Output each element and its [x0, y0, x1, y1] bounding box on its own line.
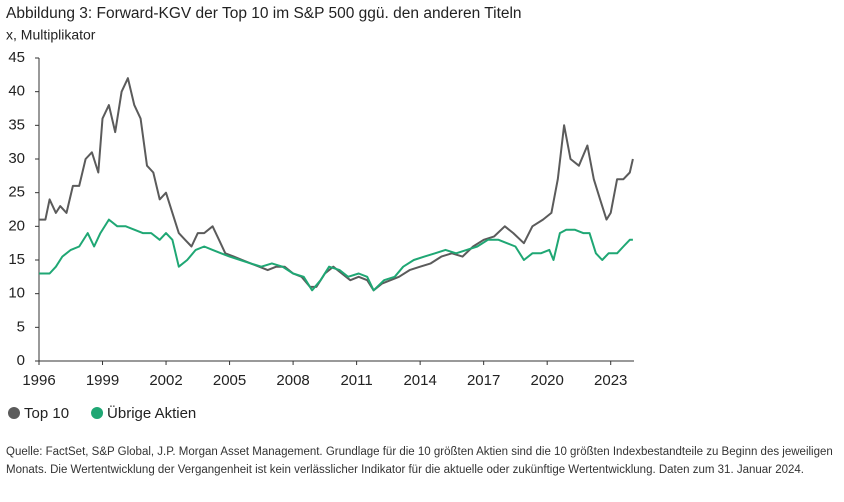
x-tick-label: 2020	[530, 372, 563, 389]
chart: Abbildung 3: Forward-KGV der Top 10 im S…	[6, 5, 634, 422]
source-note: Quelle: FactSet, S&P Global, J.P. Morgan…	[6, 446, 833, 476]
x-tick-label: 2005	[213, 372, 246, 389]
y-tick-label: 15	[8, 251, 25, 268]
y-tick-label: 20	[8, 217, 25, 234]
series-line	[39, 218, 633, 292]
x-tick-label: 2014	[403, 372, 436, 389]
legend-marker	[91, 407, 104, 419]
y-tick-label: 30	[8, 150, 25, 167]
series-line	[39, 77, 634, 292]
x-tick-label: 2011	[340, 372, 372, 389]
y-tick-label: 0	[17, 352, 25, 369]
chart-title: Abbildung 3: Forward-KGV der Top 10 im S…	[6, 5, 522, 22]
legend-marker	[8, 407, 20, 419]
x-tick-label: 2002	[149, 372, 182, 389]
y-tick-label: 25	[8, 184, 25, 201]
y-tick-label: 35	[8, 116, 25, 133]
y-tick-label: 10	[8, 285, 25, 302]
x-tick-label: 2017	[467, 372, 500, 389]
legend-label: Top 10	[24, 405, 69, 422]
x-tick-label: 2008	[276, 372, 309, 389]
y-tick-label: 45	[8, 49, 25, 66]
legend-label: Übrige Aktien	[107, 404, 196, 422]
chart-subtitle: x, Multiplikator	[6, 27, 96, 43]
y-tick-label: 5	[17, 318, 25, 335]
x-tick-label: 2023	[594, 372, 627, 389]
x-tick-label: 1996	[22, 372, 55, 389]
y-tick-label: 40	[8, 83, 25, 100]
x-tick-label: 1999	[86, 372, 119, 389]
